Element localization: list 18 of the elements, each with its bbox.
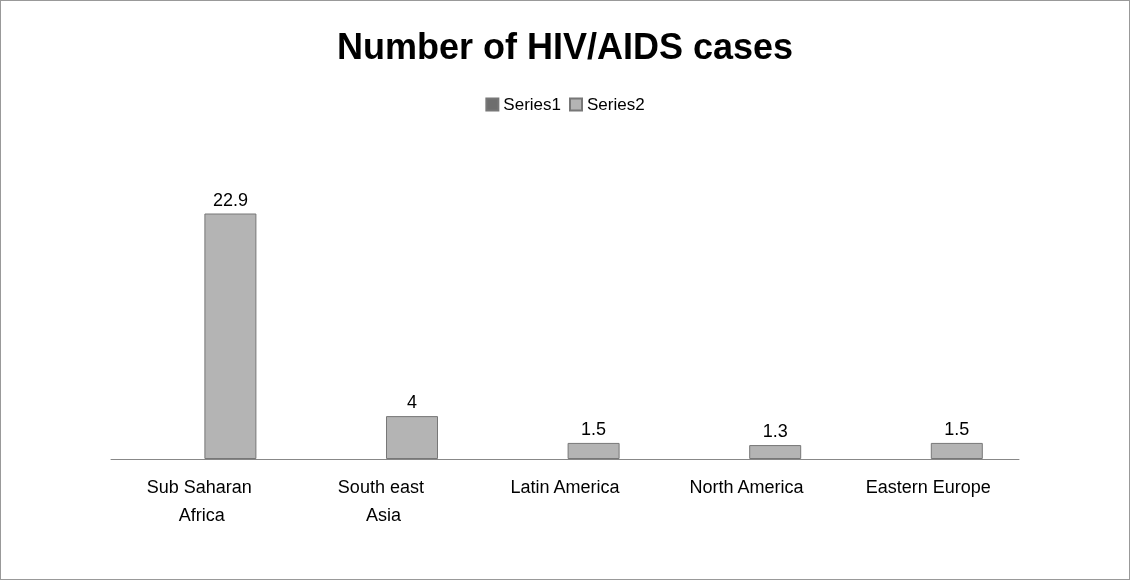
- bar: [930, 442, 983, 459]
- data-label: 4: [406, 392, 418, 413]
- x-tick-label: Eastern Europe: [865, 477, 991, 497]
- data-label: 1.3: [762, 421, 788, 442]
- data-label: 22.9: [212, 189, 248, 210]
- x-tick-label: Sub Saharan Africa: [146, 477, 257, 525]
- chart-title: Number of HIV/AIDS cases: [336, 25, 794, 67]
- bar: [386, 416, 438, 459]
- bar: [567, 442, 620, 459]
- data-label: 1.5: [944, 418, 970, 439]
- x-tick-label: North America: [689, 477, 805, 497]
- legend-label: Series2: [587, 95, 645, 114]
- x-tick-label: Latin America: [510, 477, 621, 497]
- legend-label: Series1: [503, 95, 561, 114]
- bar: [204, 213, 257, 459]
- x-tick-label: South east Asia: [337, 477, 429, 525]
- bar: [749, 445, 802, 459]
- data-label: 1.5: [581, 418, 607, 439]
